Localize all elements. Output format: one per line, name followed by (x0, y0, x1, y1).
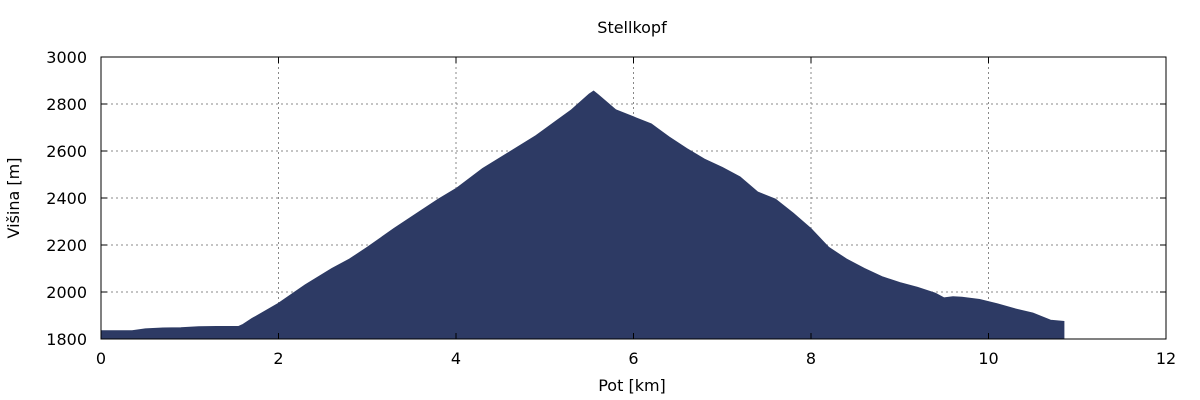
x-tick-label-5: 10 (978, 349, 998, 368)
x-tick-label-6: 12 (1156, 349, 1176, 368)
y-tick-label-2: 2200 (46, 236, 87, 255)
x-tick-label-0: 0 (96, 349, 106, 368)
x-tick-label-1: 2 (273, 349, 283, 368)
chart-title: Stellkopf (597, 18, 667, 37)
x-tick-label-3: 6 (628, 349, 638, 368)
y-axis-title: Višina [m] (4, 158, 23, 239)
y-tick-label-4: 2600 (46, 142, 87, 161)
y-tick-label-5: 2800 (46, 95, 87, 114)
elevation-area (100, 90, 1065, 340)
axis-ticks: 0 2 4 6 8 10 12 1800 2000 2200 2400 2600 2800 3000 (46, 48, 1176, 368)
y-tick-label-6: 3000 (46, 48, 87, 67)
x-axis-title: Pot [km] (598, 376, 666, 395)
y-tick-label-3: 2400 (46, 189, 87, 208)
x-tick-label-4: 8 (806, 349, 816, 368)
x-tick-label-2: 4 (451, 349, 461, 368)
y-tick-label-1: 2000 (46, 283, 87, 302)
y-tick-label-0: 1800 (46, 330, 87, 349)
